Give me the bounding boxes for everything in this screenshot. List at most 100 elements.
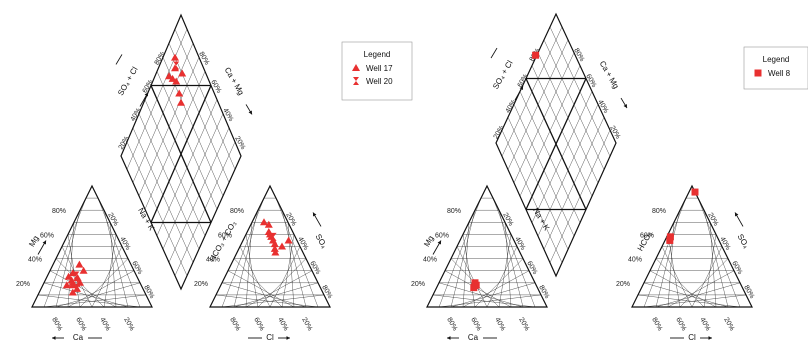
data-point xyxy=(73,284,81,292)
data-point xyxy=(171,53,179,61)
legend: Legend Well 17 Well 20 xyxy=(341,41,413,101)
data-point xyxy=(532,51,540,59)
tick-label: 40% xyxy=(276,317,289,333)
data-point xyxy=(175,89,184,97)
legend-box xyxy=(743,46,808,90)
data-point xyxy=(471,279,479,287)
axis-label-mg: Mg xyxy=(422,234,435,248)
data-point xyxy=(270,244,279,252)
data-point xyxy=(165,72,173,80)
arrow-head xyxy=(708,336,712,340)
legend-marker xyxy=(352,64,360,71)
tick-label: 60% xyxy=(218,232,232,239)
tick-label: 60% xyxy=(252,317,265,333)
arrow-head xyxy=(437,240,441,245)
triangle-outline xyxy=(426,184,548,308)
arrow-head xyxy=(623,104,627,109)
triangle-outline xyxy=(209,184,331,308)
tick-label: 60% xyxy=(40,232,54,239)
legend-title: Legend xyxy=(763,55,790,64)
piper-diagram-2: 20% 80% 80% 40% 60% 60% 60% 40% 40% 80% 20% 20% 20% 8… xyxy=(411,12,808,341)
data-point xyxy=(177,98,185,106)
data-point xyxy=(178,69,187,77)
data-point xyxy=(666,236,674,244)
data-point xyxy=(278,242,286,250)
tick-label: 60% xyxy=(674,317,687,333)
arrow-head xyxy=(447,336,451,340)
axis-label-ca: Ca xyxy=(468,333,479,341)
tick-label: 60% xyxy=(435,232,449,239)
data-point xyxy=(691,188,699,196)
tick-label: 40% xyxy=(493,317,506,333)
tick-label: 40% xyxy=(596,99,609,115)
data-point xyxy=(470,284,478,292)
arrow-head xyxy=(519,86,523,91)
axis-label-ca: Ca xyxy=(73,333,84,341)
data-point xyxy=(79,266,88,274)
data-point xyxy=(74,278,81,287)
data-point xyxy=(172,77,181,85)
legend-entry: Well 17 xyxy=(366,64,393,73)
data-point xyxy=(270,240,279,248)
tick-label: 20% xyxy=(608,125,621,141)
tick-label: 20% xyxy=(517,317,530,333)
tick-label: 80% xyxy=(572,47,585,63)
data-point xyxy=(64,272,73,280)
triangle-outline xyxy=(631,184,753,308)
axis-label-na-k: Na + K xyxy=(136,206,156,232)
data-point xyxy=(62,281,71,289)
tick-label: 80% xyxy=(50,317,63,333)
data-point xyxy=(270,232,277,241)
tick-label: 80% xyxy=(445,317,458,333)
tick-label: 20% xyxy=(194,281,208,288)
tick-label: 20% xyxy=(300,317,313,333)
arrow-head xyxy=(248,110,252,115)
data-point xyxy=(168,74,177,82)
data-point xyxy=(666,233,674,241)
tick-label: 40% xyxy=(628,257,642,264)
tick-label: 80% xyxy=(52,208,66,215)
legend-title: Legend xyxy=(364,50,391,59)
axis-label-cl: Cl xyxy=(688,333,696,341)
arrow-head xyxy=(735,212,739,217)
legend-entry: Well 8 xyxy=(768,69,791,78)
tick-label: 60% xyxy=(640,232,654,239)
axis-label-ca-mg: Ca + Mg xyxy=(223,66,246,97)
tick-label: 60% xyxy=(584,73,597,89)
legend-marker xyxy=(353,77,359,85)
data-point xyxy=(68,288,77,296)
data-point xyxy=(68,269,77,277)
axis-label-mg: Mg xyxy=(27,234,40,248)
tick-label: 80% xyxy=(650,317,663,333)
axis-label-hco3: HCO₃ + CO₃ xyxy=(208,219,239,263)
arrow-head xyxy=(42,240,46,245)
legend: Legend Well 8 xyxy=(743,46,808,90)
data-point xyxy=(68,278,77,286)
legend-entry: Well 20 xyxy=(366,77,393,86)
data-point xyxy=(75,260,84,268)
tick-label: 80% xyxy=(228,317,241,333)
axis-label-so4-cl: SO₄ + Cl xyxy=(116,65,140,97)
arrow-head xyxy=(52,336,56,340)
axis-label-so4: SO₄ xyxy=(736,233,751,250)
data-point xyxy=(264,220,273,228)
data-point xyxy=(73,271,80,280)
axis-label-hco3: HCO₃ xyxy=(636,230,654,253)
tick-label: 40% xyxy=(28,257,42,264)
tick-label: 20% xyxy=(616,281,630,288)
tick-label: 80% xyxy=(230,208,244,215)
tick-label: 40% xyxy=(98,317,111,333)
arrow-head xyxy=(286,336,290,340)
diamond-outline xyxy=(120,13,242,291)
legend-marker xyxy=(754,69,762,77)
piper-diagram-1: 20% 80% 80% 40% 60% 60% 60% 40% 40% 80% 20% 20% 20% 8… xyxy=(16,13,413,341)
tick-label: 80% xyxy=(652,208,666,215)
tick-label: 20% xyxy=(16,281,30,288)
arrow-head xyxy=(313,212,317,217)
tick-label: 60% xyxy=(469,317,482,333)
triangle-outline xyxy=(31,184,153,308)
tick-label: 80% xyxy=(447,208,461,215)
tick-label: 20% xyxy=(722,317,735,333)
tick-label: 20% xyxy=(122,317,135,333)
